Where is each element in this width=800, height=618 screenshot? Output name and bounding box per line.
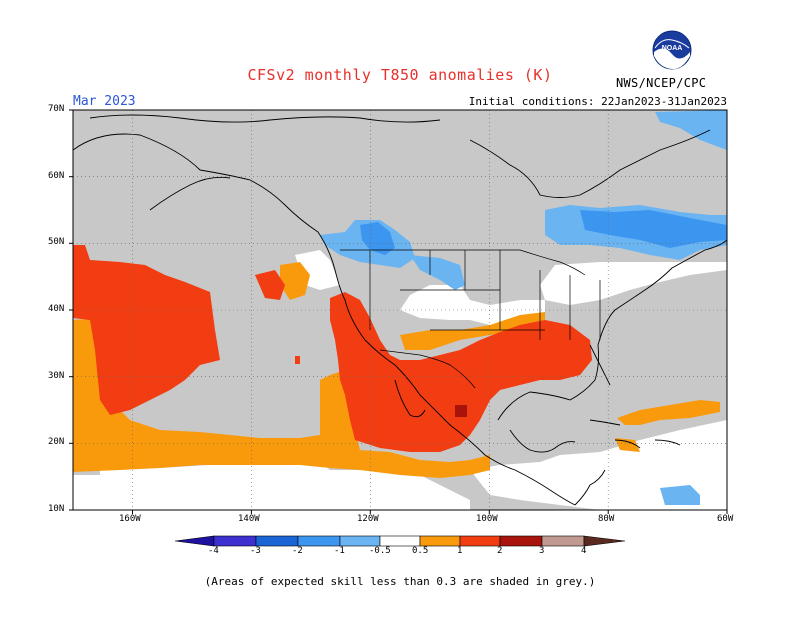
colorbar-swatch-gt-4: [583, 535, 626, 547]
colorbar-label: 4: [581, 546, 587, 556]
lat-label: 70N: [48, 104, 65, 114]
map-title: CFSv2 monthly T850 anomalies (K): [247, 66, 553, 84]
colorbar-label: 3: [539, 546, 545, 556]
noaa-logo-text: NOAA: [662, 45, 683, 52]
lon-label: 160W: [119, 514, 141, 524]
initial-conditions: Initial conditions: 22Jan2023-31Jan2023: [468, 95, 727, 108]
axis-ticks: [69, 109, 728, 514]
coastlines: [73, 114, 727, 506]
colorbar-swatch: [499, 535, 543, 547]
grid-lines: [73, 110, 727, 510]
colorbar-label: -0.5: [369, 546, 391, 556]
colorbar-swatch-lt-4: [174, 535, 215, 547]
warm-anomaly-darkred: [455, 405, 467, 417]
lon-label: 120W: [357, 514, 379, 524]
colorbar-label: 0.5: [412, 546, 429, 556]
colorbar-swatch: [255, 535, 299, 547]
colorbar-swatch: [339, 535, 381, 547]
colorbar-swatch: [459, 535, 501, 547]
colorbar-swatch: [297, 535, 341, 547]
lon-label: 100W: [476, 514, 498, 524]
lat-label: 60N: [48, 171, 65, 181]
colorbar-swatch: [419, 535, 461, 547]
colorbar-label: 2: [497, 546, 503, 556]
warm-anomaly-red: [73, 245, 592, 452]
lon-label: 80W: [598, 514, 615, 524]
lat-label: 30N: [48, 371, 65, 381]
lon-label: 140W: [238, 514, 260, 524]
cool-anomaly-regions: [320, 110, 727, 505]
valid-month: Mar 2023: [73, 94, 136, 109]
lat-label: 50N: [48, 237, 65, 247]
lat-label: 40N: [48, 304, 65, 314]
colorbar-swatch: [541, 535, 585, 547]
agency-label: NWS/NCEP/CPC: [616, 76, 707, 90]
lat-label: 10N: [48, 504, 65, 514]
colorbar-label: -1: [334, 546, 345, 556]
noaa-logo: NOAA: [652, 30, 692, 70]
near-normal-regions: [73, 250, 727, 510]
lon-label: 60W: [717, 514, 734, 524]
lat-label: 20N: [48, 437, 65, 447]
colorbar-label: -2: [292, 546, 303, 556]
colorbar-label: -3: [250, 546, 261, 556]
colorbar: [174, 535, 626, 547]
colorbar-label: -4: [208, 546, 219, 556]
skill-footnote: (Areas of expected skill less than 0.3 a…: [204, 575, 596, 588]
colorbar-swatch: [213, 535, 257, 547]
colorbar-swatch: [379, 535, 421, 547]
warm-anomaly-orange: [73, 262, 720, 478]
colorbar-label: 1: [457, 546, 463, 556]
